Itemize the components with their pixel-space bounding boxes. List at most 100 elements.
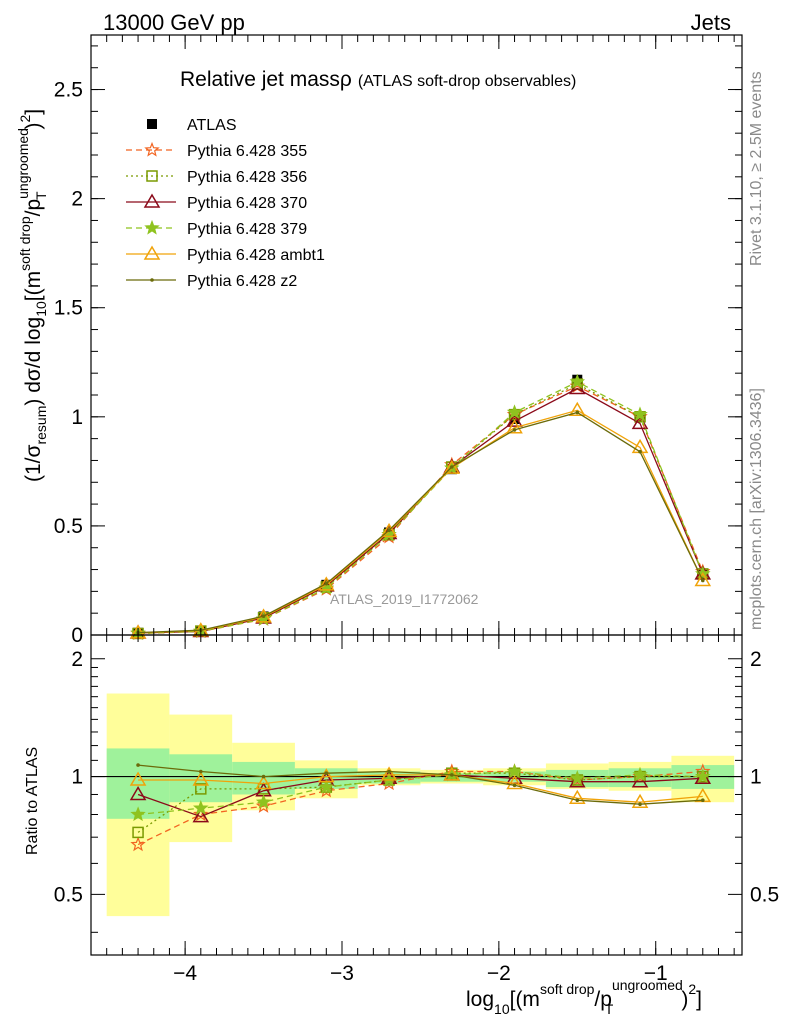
ratio-point <box>199 769 203 774</box>
chart-title: Relative jet massρ (ATLAS soft-drop obser… <box>180 68 576 91</box>
data-point <box>700 578 705 583</box>
legend-label: Pythia 6.428 370 <box>187 195 307 212</box>
ratio-series <box>136 763 705 806</box>
ratio-point <box>695 768 711 784</box>
legend-marker <box>147 119 157 129</box>
ratio-y-tick-label: 2 <box>71 648 83 671</box>
ratio-point <box>700 798 705 803</box>
ratio-point <box>193 800 209 815</box>
y-tick-label: 0 <box>71 624 83 647</box>
x-tick-label: −4 <box>173 962 197 985</box>
ratio-y-tick-label-right: 1 <box>750 766 762 789</box>
legend-item: Pythia 6.428 379 <box>126 219 307 238</box>
data-point <box>449 465 454 469</box>
legend-marker <box>143 193 161 208</box>
data-point <box>380 522 398 538</box>
y-tick-label: 2 <box>71 188 83 211</box>
data-point <box>568 401 586 417</box>
x-tick-label: −1 <box>644 962 668 985</box>
legend-item: Pythia 6.428 356 <box>126 169 307 186</box>
y-tick-label: 1.5 <box>54 297 83 320</box>
side-text-rivet: Rivet 3.1.10, ≥ 2.5M events <box>748 71 765 266</box>
ratio-point <box>449 773 454 777</box>
ratio-panel <box>91 693 742 917</box>
ratio-point <box>380 766 398 781</box>
y-tick-label: 1 <box>71 406 83 429</box>
legend-marker <box>144 219 160 235</box>
data-point <box>638 449 642 454</box>
legend-item: Pythia 6.428 ambt1 <box>126 245 325 264</box>
ratio-line <box>138 764 703 805</box>
legend-label: Pythia 6.428 ambt1 <box>187 247 325 264</box>
legend-marker <box>144 141 160 157</box>
ratio-point <box>632 766 648 782</box>
data-point <box>255 608 272 623</box>
ratio-line <box>137 774 703 818</box>
y-tick-label: 2.5 <box>54 79 83 102</box>
data-point <box>324 581 329 586</box>
legend-item: Pythia 6.428 z2 <box>126 273 297 290</box>
data-point <box>506 419 523 434</box>
series-line <box>138 411 704 634</box>
x-tick-label: −3 <box>330 962 354 985</box>
ratio-point <box>195 783 207 795</box>
data-point <box>632 406 648 422</box>
ratio-point <box>638 802 642 806</box>
ratio-y-tick-label: 0.5 <box>54 883 83 906</box>
ratio-point <box>129 785 147 801</box>
legend: ATLAS Pythia 6.428 355 Pythia 6.428 356 Pyt… <box>126 117 325 290</box>
data-point <box>387 528 391 533</box>
ratio-point <box>317 768 335 783</box>
legend-marker <box>143 245 161 260</box>
legend-label: Pythia 6.428 356 <box>187 169 307 186</box>
ratio-line <box>138 770 703 816</box>
main-panel <box>129 373 712 641</box>
ratio-point <box>255 798 272 813</box>
legend-label: Pythia 6.428 z2 <box>187 273 297 290</box>
ratio-point <box>130 836 146 852</box>
ratio-point <box>569 770 586 785</box>
legend-marker <box>146 170 158 182</box>
ratio-point <box>324 771 329 776</box>
series-line <box>138 381 704 634</box>
ratio-point <box>443 766 461 781</box>
ratio-point <box>130 806 146 822</box>
x-tick-label: −2 <box>487 962 511 985</box>
ratio-series <box>129 766 712 808</box>
ratio-line <box>138 774 703 803</box>
ratio-point <box>387 769 391 774</box>
y-tick-label: 0.5 <box>54 515 83 538</box>
y-axis-label: (1/σresum) dσ/d log10[(msoft drop/pungro… <box>15 109 49 482</box>
legend-label: Pythia 6.428 355 <box>187 143 307 160</box>
legend-label: Pythia 6.428 379 <box>187 221 307 238</box>
header-category: Jets <box>691 10 731 35</box>
legend-item: Pythia 6.428 355 <box>126 141 307 160</box>
header-energy: 13000 GeV pp <box>103 10 245 35</box>
ratio-point <box>129 771 147 786</box>
legend-label: ATLAS <box>187 117 237 134</box>
series-pythia-6-428-z2 <box>136 410 705 635</box>
ratio-point <box>255 775 272 790</box>
ratio-point <box>318 778 335 794</box>
analysis-watermark: ATLAS_2019_I1772062 <box>330 591 479 607</box>
ratio-y-axis-label: Ratio to ATLAS <box>24 747 41 855</box>
ratio-y-tick-label: 1 <box>71 766 83 789</box>
ratio-point <box>192 808 210 823</box>
data-point <box>512 428 517 432</box>
ratio-point <box>192 771 210 786</box>
data-point <box>575 410 580 415</box>
ratio-point <box>512 783 517 788</box>
ratio-point <box>506 775 523 790</box>
ratio-frame <box>90 634 743 956</box>
data-point <box>317 576 335 591</box>
data-point <box>694 571 712 587</box>
ratio-point <box>568 789 586 805</box>
data-point <box>506 412 523 427</box>
ratio-band-inner <box>169 754 233 803</box>
legend-item: Pythia 6.428 370 <box>126 193 307 212</box>
data-point <box>443 459 461 474</box>
legend-marker <box>150 278 154 282</box>
ratio-point <box>193 806 209 822</box>
ratio-y-tick-label-right: 0.5 <box>750 883 779 906</box>
